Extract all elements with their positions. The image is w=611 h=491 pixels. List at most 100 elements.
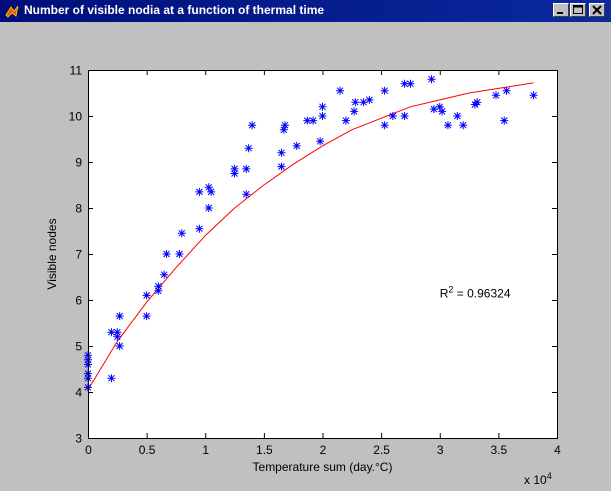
data-point [277,162,286,171]
close-icon [592,5,602,15]
x-tick-label: 1.5 [256,443,273,457]
data-point [438,107,447,116]
data-point [350,107,359,116]
data-point [388,112,397,120]
data-point [443,121,452,130]
data-point [309,116,318,125]
data-point [400,79,409,88]
axes-background [88,70,557,438]
data-point [351,98,360,107]
x-multiplier-base: x 10 [524,473,547,487]
x-tick-label: 3 [437,443,444,457]
data-point [162,250,171,258]
close-button[interactable] [589,3,605,17]
data-point [242,164,251,173]
data-point [207,187,216,196]
data-point [492,91,501,100]
x-tick-label: 2 [320,443,327,457]
r-squared-value: = 0.96324 [453,287,510,301]
data-point [154,286,163,295]
maximize-button[interactable] [570,3,586,17]
data-point [279,125,288,134]
data-point [359,98,368,107]
data-point [154,282,163,291]
data-point [277,148,286,157]
data-point [142,291,151,300]
data-point [529,91,538,100]
data-point [230,164,239,173]
x-tick-label: 4 [554,443,561,457]
data-point [473,98,482,107]
tick-labels-layer: 0 0.5 1 1.5 2 2.5 3 3.5 4 3 4 5 6 7 8 9 10 11 [69,64,562,458]
data-point [175,250,184,258]
y-tick-label: 5 [75,340,82,354]
data-point [400,112,409,120]
fit-curve [87,82,534,390]
data-point [435,102,444,111]
y-axis-label: Visible nodes [45,218,59,289]
minimize-button[interactable] [553,3,569,17]
y-tick-label: 11 [70,64,83,78]
data-point [336,86,345,95]
matlab-logo-icon [5,5,19,18]
data-point [429,105,438,114]
data-point [380,121,389,130]
x-tick-label: 0.5 [139,443,156,457]
data-point [292,141,301,150]
r-squared-superscript: 2 [448,285,453,295]
data-point [406,79,415,88]
data-point [177,229,186,238]
data-point [280,121,289,130]
x-axis-label: Temperature sum (day.°C) [253,460,393,474]
y-tick-label: 3 [75,432,82,446]
x-tick-label: 3.5 [491,443,508,457]
data-point [113,332,122,341]
data-point [459,121,468,130]
data-point [341,116,350,125]
data-point [248,121,257,130]
x-axis-multiplier: x 104 [524,471,552,487]
y-tick-label: 8 [75,202,82,216]
data-point [427,75,436,84]
title-bar[interactable]: Number of visible nodia at a function of… [0,0,611,22]
y-tick-label: 10 [69,110,83,124]
data-point [316,137,325,146]
data-point [160,270,169,279]
data-point [107,328,116,337]
data-point [318,102,327,111]
data-point [244,144,253,153]
x-multiplier-exponent: 4 [547,471,552,481]
x-tick-label: 1 [202,443,209,457]
y-tick-label: 4 [75,386,82,400]
minimize-icon [557,12,563,14]
r-squared-annotation: R2 = 0.96324 [440,285,511,301]
data-point [230,169,239,178]
data-point [242,190,251,199]
data-point [303,116,312,125]
data-point [115,342,124,350]
window-title: Number of visible nodia at a function of… [24,3,325,17]
x-tick-label: 2.5 [373,443,390,457]
data-point [380,86,389,95]
data-point [502,86,511,95]
data-point [204,183,213,192]
data-point [318,112,327,120]
data-point [365,95,374,104]
ticks-layer [88,70,558,439]
maximize-icon [573,5,583,14]
figure-area: 0 0.5 1 1.5 2 2.5 3 3.5 4 3 4 5 6 7 8 9 10 11 Temperature… [0,22,611,491]
x-tick-label: 0 [85,443,92,457]
data-point [453,112,462,120]
data-point [204,204,213,212]
data-point [195,187,204,196]
data-point [195,224,204,233]
y-tick-label: 6 [75,294,82,308]
scatter-plot: 0 0.5 1 1.5 2 2.5 3 3.5 4 3 4 5 6 7 8 9 10 11 Temperature… [45,64,562,488]
data-point [107,374,116,383]
fit-curve-layer [87,82,534,390]
data-point [115,312,124,321]
data-point [142,312,151,321]
data-point [500,116,509,125]
data-point [113,328,122,337]
